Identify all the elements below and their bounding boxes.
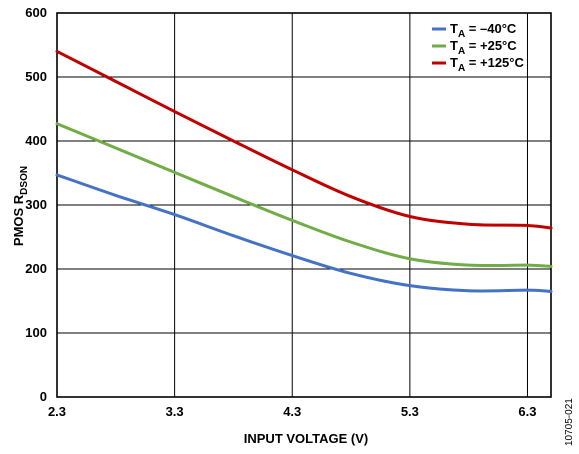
series-line-0 [55,173,553,293]
x-tick-label: 5.3 [401,404,419,419]
y-axis-title-main: PMOS R [11,194,26,246]
y-tick-label: 0 [40,389,47,404]
series-line-2 [55,49,553,230]
y-tick-label: 500 [25,69,47,84]
grid-lines [57,13,551,397]
legend-item-1: TA = +25°C [432,38,517,57]
x-tick-label: 4.3 [283,404,301,419]
x-axis-title: INPUT VOLTAGE (V) [244,431,368,446]
legend-label-2: TA = +125°C [450,55,524,74]
y-tick-label: 100 [25,325,47,340]
y-tick-labels: 0 100 200 300 400 500 600 [25,5,47,404]
y-tick-label: 600 [25,5,47,20]
y-tick-label: 400 [25,133,47,148]
legend-item-0: TA = –40°C [432,21,517,40]
legend: TA = –40°CTA = +25°CTA = +125°C [432,21,524,74]
x-tick-labels: 2.3 3.3 4.3 5.3 6.3 [48,404,537,419]
figure-id: 10705-021 [564,398,575,446]
x-tick-label: 6.3 [518,404,536,419]
series-lines [55,49,553,293]
x-tick-label: 2.3 [48,404,66,419]
legend-item-2: TA = +125°C [432,55,524,74]
legend-label-0: TA = –40°C [450,21,517,40]
y-tick-label: 200 [25,261,47,276]
y-tick-label: 300 [25,197,47,212]
y-axis-title-subscript: DSON [19,166,30,195]
legend-label-1: TA = +25°C [450,38,517,57]
x-tick-label: 3.3 [166,404,184,419]
y-axis-title: PMOS RDSON [11,166,30,246]
series-line-1 [55,122,553,268]
plot-frame [56,12,552,398]
